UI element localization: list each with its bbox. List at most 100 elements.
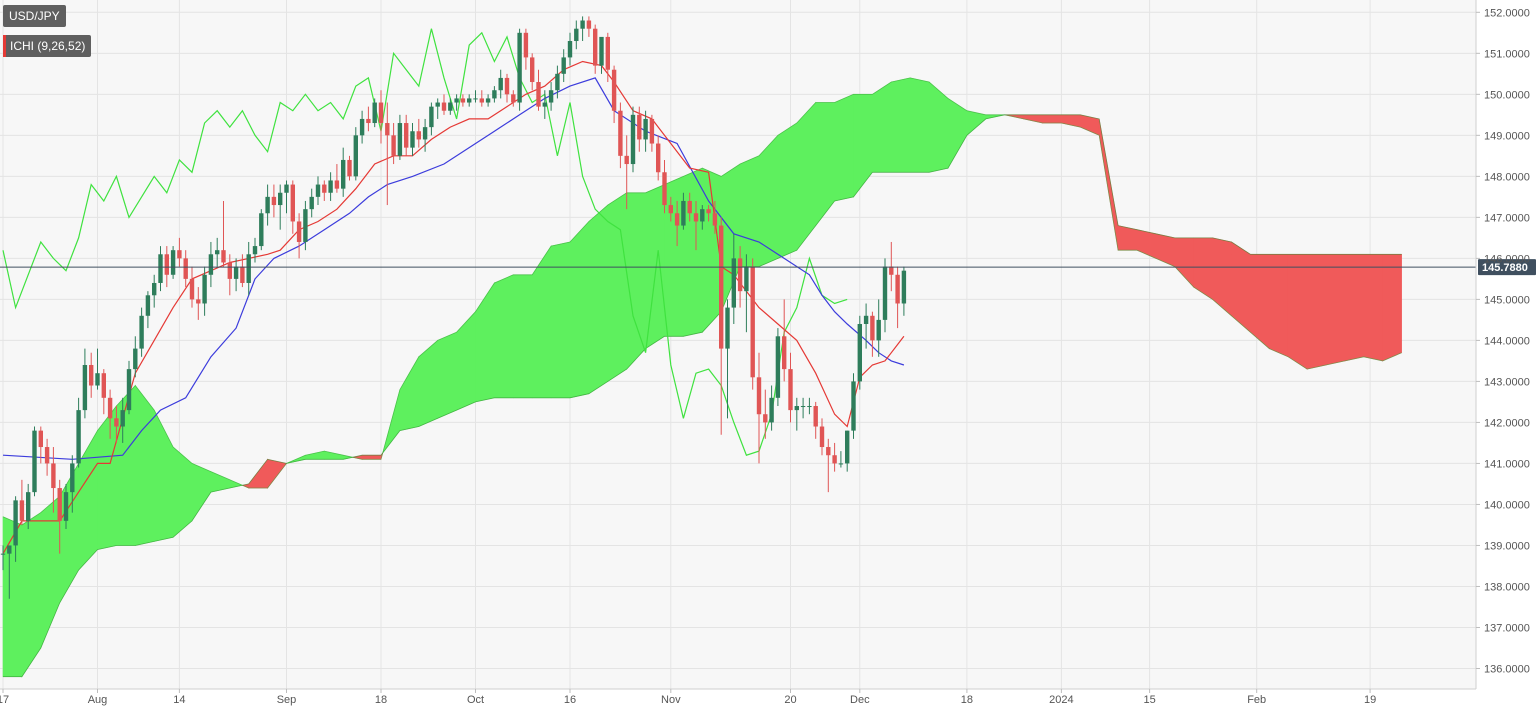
candle bbox=[832, 442, 837, 472]
cloud-segment bbox=[2, 516, 23, 677]
candle bbox=[775, 328, 781, 407]
candle-body bbox=[813, 406, 818, 427]
candle-body bbox=[196, 299, 201, 304]
candle bbox=[13, 496, 18, 562]
candle-body bbox=[649, 118, 655, 144]
candle bbox=[233, 258, 239, 292]
candle bbox=[782, 299, 787, 382]
candle bbox=[63, 483, 69, 530]
candle bbox=[479, 90, 484, 107]
candle-body bbox=[347, 159, 352, 177]
cloud-segment bbox=[550, 241, 571, 399]
candle bbox=[794, 397, 799, 431]
candle bbox=[611, 65, 617, 124]
candle bbox=[208, 241, 214, 288]
senkou-span-b-line bbox=[3, 114, 1402, 678]
time-tick-label: 14 bbox=[173, 694, 185, 706]
candle-body bbox=[101, 373, 106, 398]
candle bbox=[334, 164, 340, 193]
candle bbox=[467, 94, 472, 107]
time-tick-label: Oct bbox=[467, 694, 484, 706]
cloud-segment bbox=[1306, 253, 1327, 370]
cloud-segment bbox=[890, 77, 911, 173]
candle-body bbox=[593, 28, 598, 66]
candle-body bbox=[233, 266, 239, 279]
candle bbox=[95, 348, 100, 390]
candle bbox=[826, 438, 831, 493]
candle-body bbox=[378, 102, 384, 124]
candle-body bbox=[895, 274, 900, 304]
candle-body bbox=[416, 131, 421, 140]
candle bbox=[800, 397, 806, 419]
candle-body bbox=[618, 110, 623, 156]
candle-body bbox=[662, 172, 667, 206]
candle bbox=[668, 196, 673, 222]
time-axis[interactable]: 17 Aug 14 Sep 18 Oct 16 Nov 20 Dec 18 2024 15 Feb 19 bbox=[0, 689, 1376, 706]
candle bbox=[177, 237, 182, 267]
candle bbox=[278, 184, 283, 230]
cloud-segment bbox=[664, 175, 684, 337]
candle bbox=[410, 123, 415, 156]
candle bbox=[353, 127, 358, 181]
candle-body bbox=[63, 492, 69, 521]
candle-body bbox=[479, 98, 484, 103]
candle-body bbox=[95, 373, 100, 386]
candle-body bbox=[38, 430, 43, 448]
candle bbox=[359, 110, 365, 144]
candle bbox=[769, 385, 774, 431]
indicator-badge[interactable]: ICHI (9,26,52) bbox=[3, 35, 92, 57]
candle bbox=[429, 102, 434, 136]
candle bbox=[756, 352, 762, 464]
cloud-segment bbox=[1325, 253, 1346, 366]
candle-body bbox=[630, 114, 636, 165]
candle-body bbox=[252, 246, 258, 255]
candle-body bbox=[769, 397, 774, 423]
candle-body bbox=[341, 159, 346, 189]
candle-body bbox=[76, 410, 81, 464]
candle bbox=[574, 20, 579, 50]
candle bbox=[536, 69, 541, 111]
time-tick-label: 2024 bbox=[1049, 694, 1073, 706]
price-axis[interactable]: 152.0000 151.0000 150.0000 149.0000 148.0000… bbox=[1476, 7, 1530, 675]
time-tick-label: Aug bbox=[88, 694, 108, 706]
price-tick-label: 141.0000 bbox=[1484, 458, 1530, 470]
candle bbox=[454, 94, 459, 111]
candle bbox=[246, 241, 251, 296]
candle-body bbox=[397, 123, 403, 156]
indicator-color-swatch bbox=[3, 35, 6, 57]
candle-body bbox=[574, 28, 579, 42]
candle-body bbox=[523, 32, 529, 58]
symbol-badge[interactable]: USD/JPY bbox=[3, 5, 66, 27]
candle-body bbox=[832, 455, 837, 464]
candle bbox=[227, 254, 232, 296]
price-tick-label: 148.0000 bbox=[1484, 171, 1530, 183]
candle bbox=[863, 303, 869, 349]
candle bbox=[719, 217, 724, 435]
last-price-tag bbox=[1478, 259, 1536, 276]
candle-body bbox=[737, 258, 743, 292]
candle-body bbox=[838, 463, 844, 465]
candle-body bbox=[215, 250, 220, 255]
candle-body bbox=[719, 225, 724, 349]
cloud-segment bbox=[872, 81, 892, 173]
time-tick-label: Nov bbox=[661, 694, 681, 706]
candle bbox=[586, 16, 592, 37]
candle-body bbox=[353, 135, 358, 177]
candle-body bbox=[359, 118, 365, 136]
candle-body bbox=[441, 102, 447, 111]
candle-body bbox=[731, 258, 736, 308]
candle-body bbox=[57, 488, 62, 521]
candle-body bbox=[725, 307, 730, 349]
candle-body bbox=[139, 315, 144, 349]
cloud-segment bbox=[1344, 253, 1365, 362]
candle bbox=[120, 397, 125, 443]
cloud-segment bbox=[494, 274, 514, 399]
candle-body bbox=[0, 553, 6, 555]
candle bbox=[498, 69, 503, 99]
cloud-segment bbox=[683, 167, 703, 337]
candle-body bbox=[448, 102, 453, 111]
candle-body bbox=[259, 213, 264, 247]
candle bbox=[133, 336, 138, 378]
